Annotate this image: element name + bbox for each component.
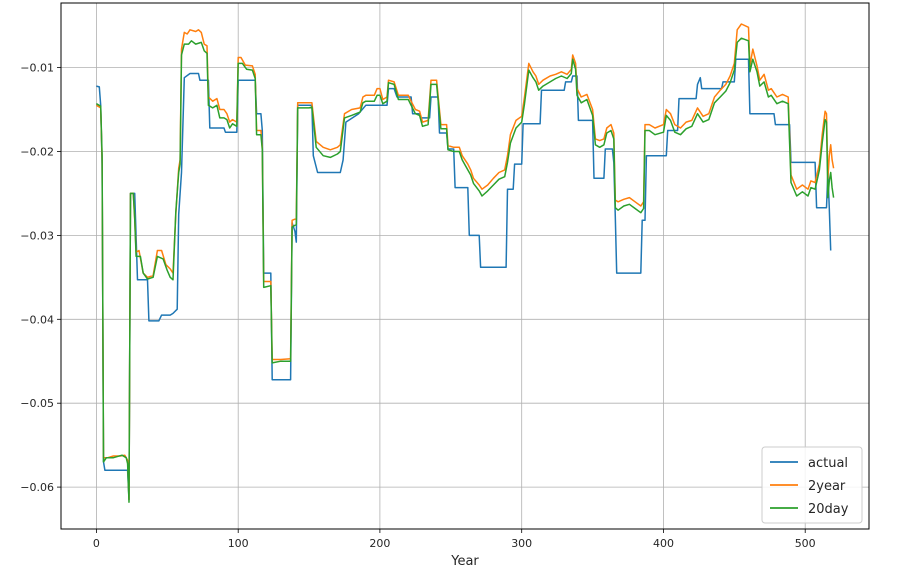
legend: actual 2year 20day xyxy=(761,446,863,524)
legend-label-20day: 20day xyxy=(808,502,849,517)
x-axis-label: Year xyxy=(450,554,479,569)
series-lines xyxy=(96,23,835,503)
x-tick-label: 400 xyxy=(653,537,674,550)
y-tick-label: −0.03 xyxy=(20,229,54,242)
y-tick-label: −0.01 xyxy=(20,62,54,75)
x-tick-label: 300 xyxy=(511,537,532,550)
legend-box xyxy=(761,446,863,524)
legend-label-actual: actual xyxy=(808,456,848,471)
y-tick-label: −0.04 xyxy=(20,313,54,326)
legend-label-2year: 2year xyxy=(808,479,846,494)
y-tick-label: −0.05 xyxy=(20,397,54,410)
y-tick-label: −0.02 xyxy=(20,146,54,159)
series-line-2year xyxy=(96,23,835,501)
plot-frame xyxy=(60,2,870,530)
y-tick-label: −0.06 xyxy=(20,481,54,494)
x-axis: 0 100 200 300 400 500 xyxy=(93,529,816,550)
x-tick-label: 0 xyxy=(93,537,100,550)
series-line-20day xyxy=(96,37,835,503)
x-tick-label: 100 xyxy=(228,537,249,550)
y-axis: −0.01 −0.02 −0.03 −0.04 −0.05 −0.06 xyxy=(20,62,61,494)
x-tick-label: 500 xyxy=(795,537,816,550)
x-tick-label: 200 xyxy=(369,537,390,550)
